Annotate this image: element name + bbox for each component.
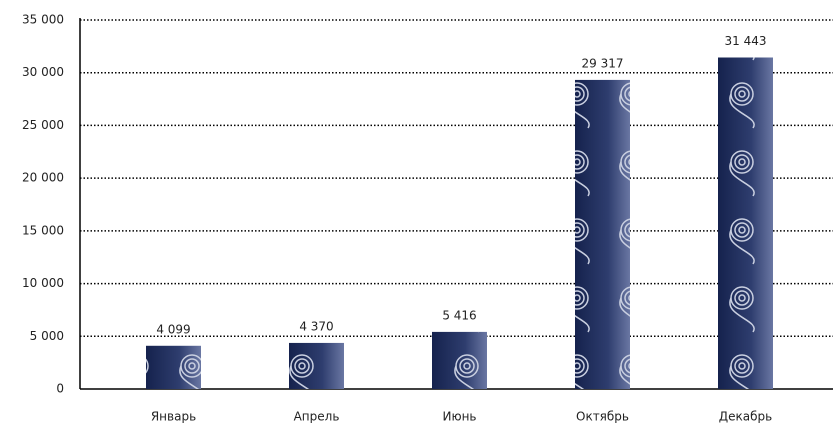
y-tick-label: 10 000 [22, 276, 64, 290]
value-label: 31 443 [725, 34, 767, 48]
value-label: 4 370 [299, 319, 333, 333]
x-tick-label: Июнь [443, 410, 477, 424]
bar-pattern [146, 345, 201, 389]
x-tick-label: Октябрь [576, 410, 629, 424]
y-tick-label: 0 [56, 382, 64, 396]
value-label: 4 099 [156, 322, 190, 336]
bar-pattern [289, 342, 344, 389]
x-tick-label: Апрель [294, 410, 340, 424]
bar-pattern [432, 331, 487, 389]
bar-pattern [575, 79, 630, 390]
y-tick-label: 5 000 [30, 329, 64, 343]
value-label: 5 416 [442, 308, 476, 322]
y-tick-label: 15 000 [22, 223, 64, 237]
y-tick-label: 20 000 [22, 171, 64, 185]
x-tick-label: Декабрь [719, 410, 772, 424]
y-tick-label: 25 000 [22, 118, 64, 132]
y-tick-label: 30 000 [22, 65, 64, 79]
value-label: 29 317 [582, 56, 624, 70]
y-tick-label: 35 000 [22, 13, 64, 27]
bar-pattern [718, 57, 773, 389]
x-tick-label: Январь [151, 410, 196, 424]
